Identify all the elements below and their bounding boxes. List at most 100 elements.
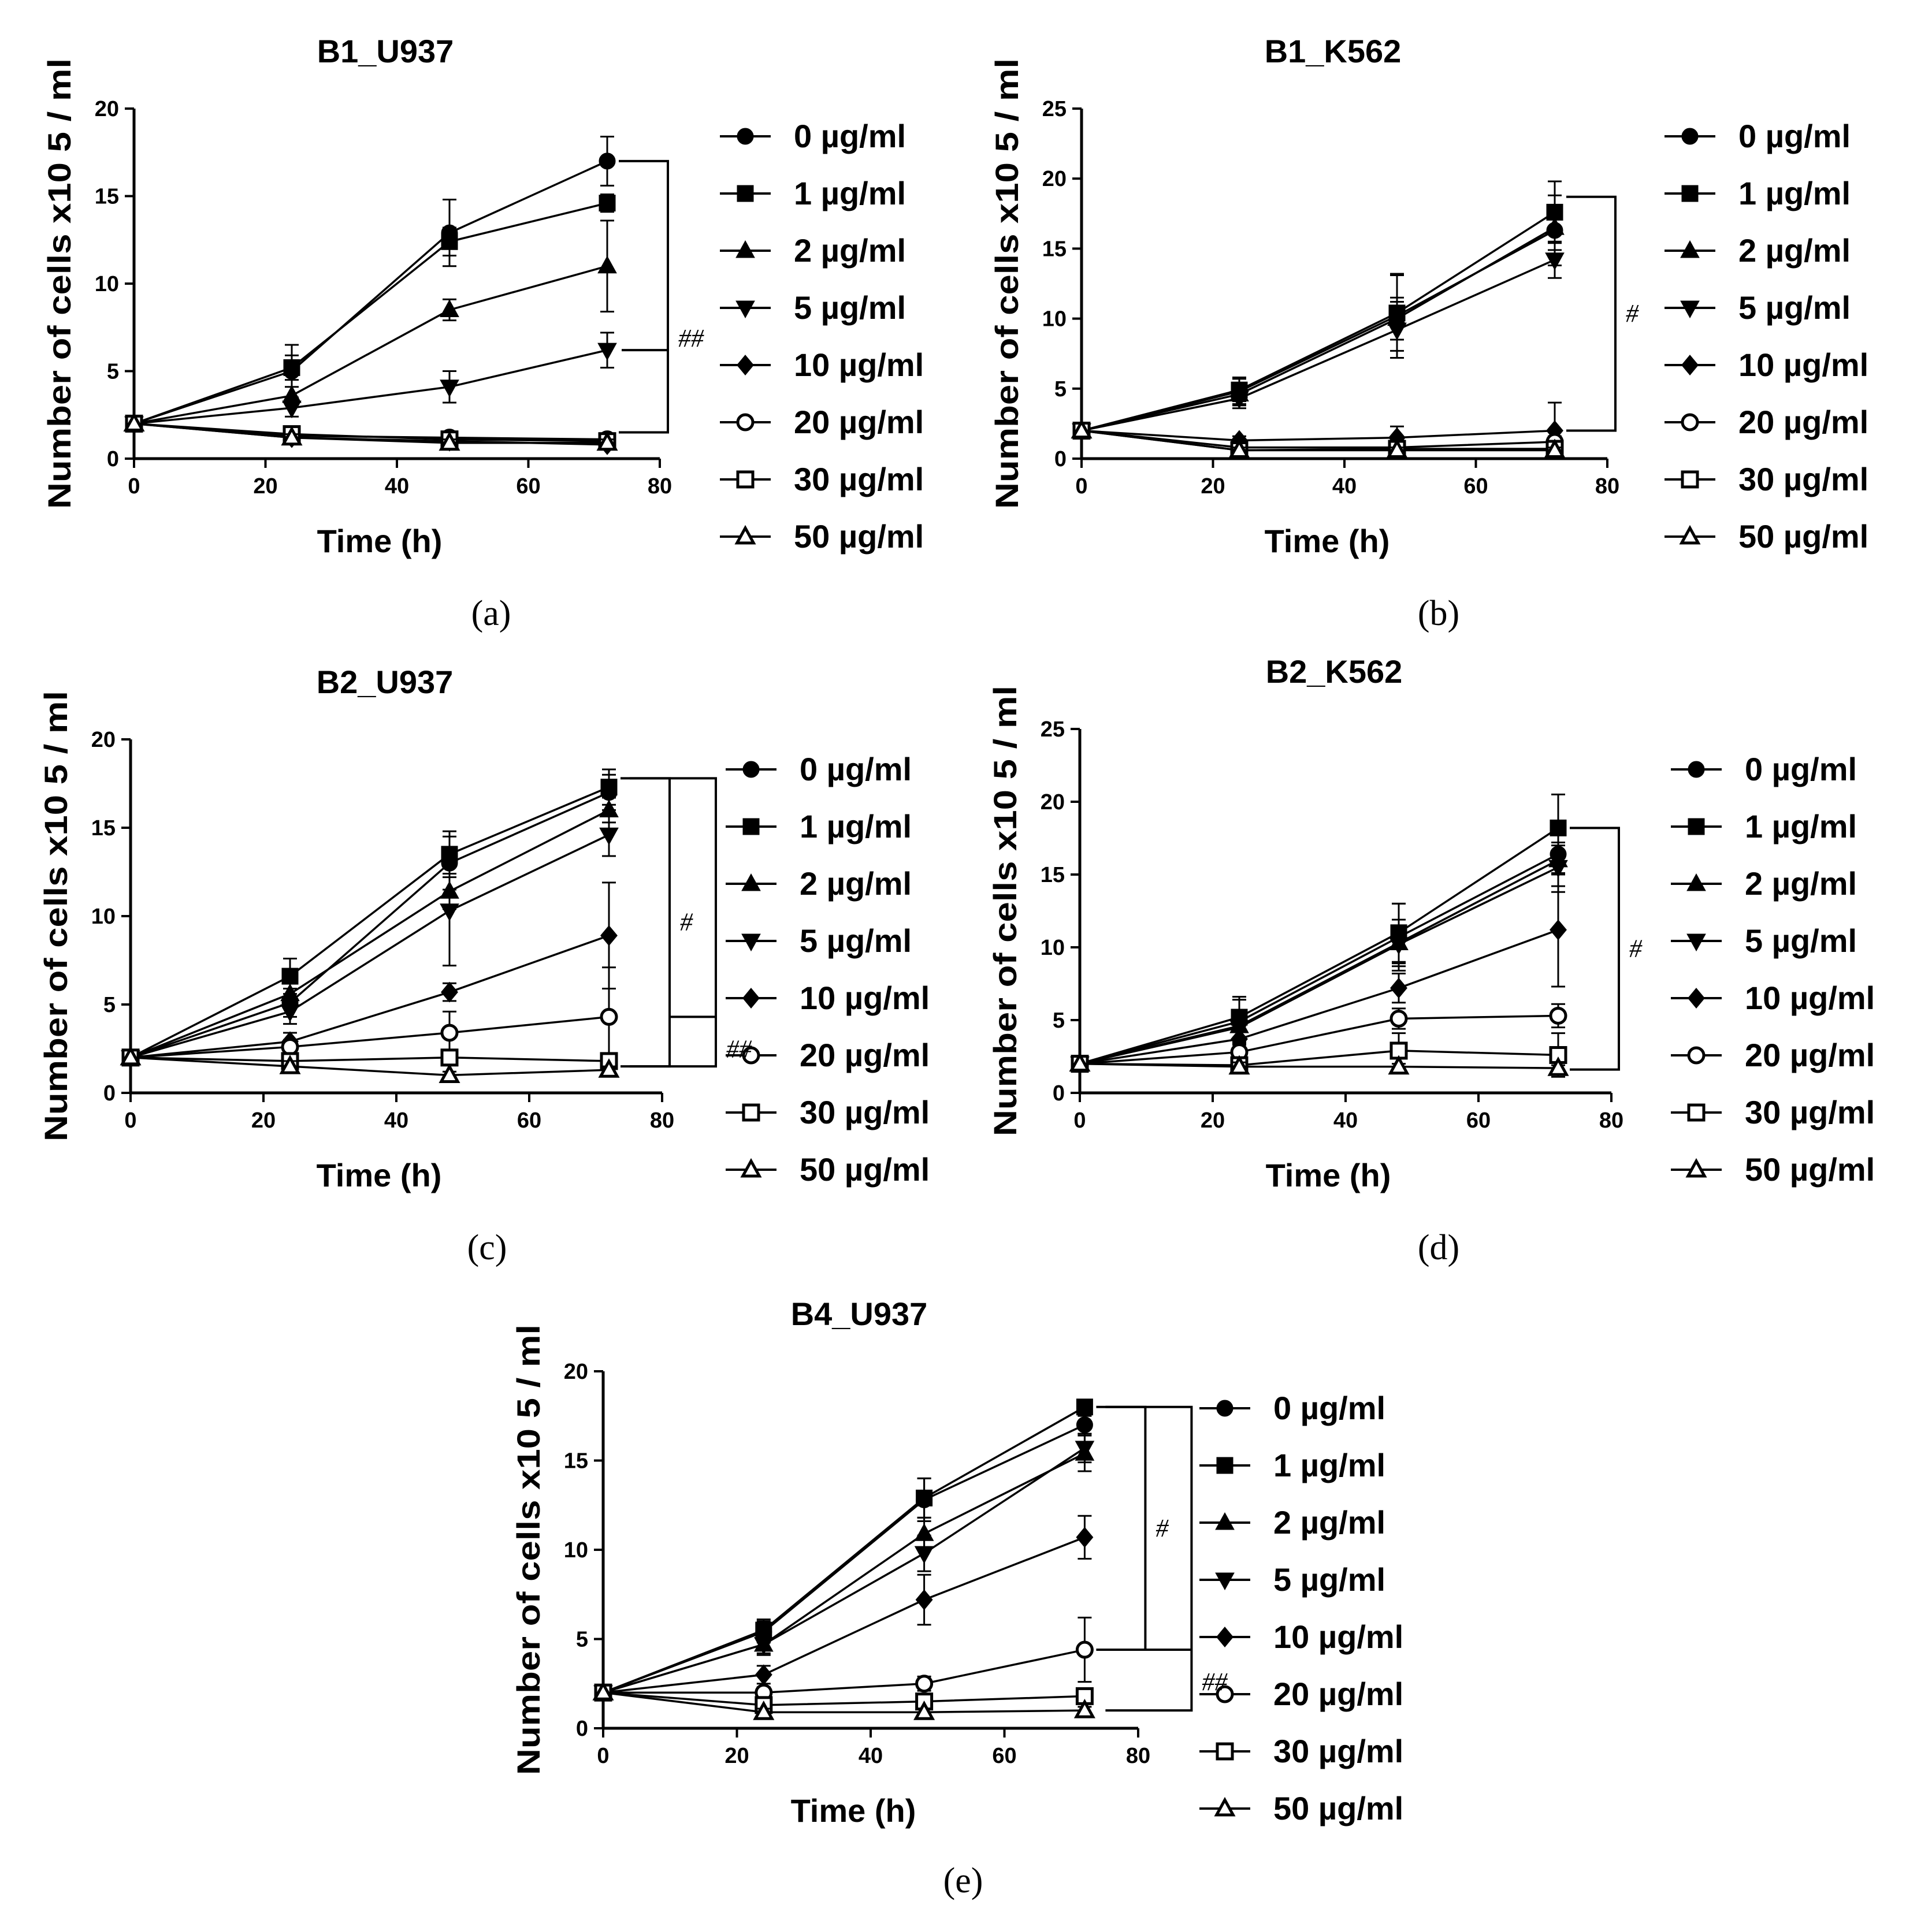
series-line	[133, 160, 608, 425]
x-tick-label: 20	[253, 474, 277, 498]
series-0-g-ml	[122, 773, 618, 1066]
x-tick-label: 60	[516, 474, 540, 498]
y-tick-label: 5	[103, 993, 116, 1017]
legend: 0 µg/ml 1 µg/ml 2 µg/ml 5 µg/ml 10 µg/ml 20 µ…	[726, 751, 930, 1188]
data-point	[596, 431, 618, 451]
series-line	[1079, 929, 1559, 1065]
data-point	[1390, 977, 1407, 999]
legend-label: 10 µg/ml	[794, 347, 924, 383]
legend-marker	[736, 470, 755, 489]
series-0-g-ml	[1071, 821, 1567, 1073]
y-tick-label: 20	[1042, 167, 1067, 191]
series-50-g-ml	[1071, 419, 1566, 459]
series-line	[133, 349, 608, 425]
x-axis-label: Time (h)	[317, 1157, 442, 1193]
significance-bracket: #	[1570, 827, 1643, 1071]
series-10-g-ml	[595, 1515, 1094, 1703]
data-point	[1075, 1640, 1094, 1659]
data-point	[597, 343, 617, 361]
series-50-g-ml	[120, 1046, 620, 1083]
series-5-g-ml	[1070, 842, 1568, 1074]
legend-marker	[734, 524, 756, 545]
legend-label: 30 µg/ml	[1273, 1733, 1403, 1769]
series-line	[1079, 1014, 1559, 1065]
series-1-g-ml	[1071, 793, 1567, 1073]
series-line	[603, 1691, 1085, 1706]
x-tick-label: 20	[1201, 474, 1225, 498]
bracket-line	[619, 159, 669, 434]
legend-marker	[1214, 1796, 1236, 1817]
series-line	[130, 786, 610, 1059]
series-50-g-ml	[592, 1681, 1095, 1720]
legend-label: 30 µg/ml	[1745, 1094, 1875, 1130]
legend-label: 50 µg/ml	[794, 518, 924, 555]
series-line	[1079, 853, 1559, 1065]
bracket-line	[1566, 195, 1617, 432]
legend: 0 µg/ml 1 µg/ml 2 µg/ml 5 µg/ml 10 µg/ml 20 µ…	[1671, 751, 1875, 1188]
series-30-g-ml	[594, 1683, 1094, 1714]
legend-marker	[737, 185, 754, 202]
legend-marker	[1686, 873, 1706, 891]
significance-bracket: ##	[1105, 1405, 1228, 1712]
legend-marker	[1681, 413, 1699, 431]
legend-marker	[1688, 988, 1705, 1009]
legend-marker	[1681, 185, 1699, 202]
series-line	[603, 1691, 1085, 1713]
panel-caption: (d)	[1418, 1228, 1459, 1267]
series-line	[1079, 866, 1559, 1065]
y-tick-label: 20	[91, 728, 116, 752]
legend-label: 1 µg/ml	[1745, 808, 1857, 844]
data-point	[913, 1701, 935, 1720]
chart-panel-a: B1_U937 0 5 10 15 20 0 20 40 60 80 Time (h) Number o…	[41, 33, 924, 633]
series-line	[1081, 259, 1555, 432]
x-axis-label: Time (h)	[1266, 1157, 1391, 1193]
significance-label: ##	[1202, 1668, 1228, 1696]
data-point	[753, 1701, 775, 1720]
chart-panel-b: B1_K562 0 5 10 15 20 25 0 20 40 60 80 Time (h) Number…	[989, 33, 1868, 633]
x-tick-label: 0	[597, 1744, 609, 1768]
legend-label: 5 µg/ml	[800, 922, 912, 959]
legend-marker	[740, 1158, 762, 1178]
legend-marker	[1681, 355, 1699, 375]
data-point	[1389, 937, 1409, 955]
data-point	[1549, 1006, 1567, 1025]
legend-marker	[1688, 761, 1705, 778]
x-tick-label: 40	[384, 1108, 408, 1133]
data-point	[600, 779, 618, 796]
y-tick-label: 5	[576, 1628, 588, 1652]
bracket-line	[1096, 1405, 1147, 1651]
legend-marker	[737, 128, 754, 145]
x-tick-label: 60	[1466, 1108, 1491, 1133]
legend-label: 5 µg/ml	[1273, 1561, 1385, 1598]
legend-marker	[1216, 1457, 1233, 1474]
data-point	[597, 255, 617, 274]
series-50-g-ml	[1069, 1052, 1569, 1076]
series-20-g-ml	[594, 1616, 1094, 1702]
data-point	[1228, 438, 1250, 459]
legend-marker	[737, 355, 754, 375]
series-line	[130, 1056, 610, 1077]
legend-label: 20 µg/ml	[794, 404, 924, 440]
significance-label: #	[1629, 935, 1643, 963]
data-point	[915, 1675, 934, 1693]
x-tick-label: 20	[724, 1744, 749, 1768]
data-point	[1545, 252, 1565, 270]
legend-marker	[741, 873, 761, 891]
data-point	[441, 981, 458, 1003]
series-line	[1081, 429, 1555, 452]
data-point	[1229, 391, 1249, 409]
series-line	[133, 422, 608, 442]
series-line	[1079, 1062, 1559, 1069]
y-tick-label: 10	[91, 905, 116, 929]
significance-label: #	[1626, 299, 1639, 328]
series-30-g-ml	[1071, 1032, 1567, 1078]
series-10-g-ml	[125, 413, 616, 455]
series-line	[130, 1056, 610, 1062]
series-line	[133, 422, 608, 446]
y-tick-label: 25	[1041, 717, 1065, 742]
panel-caption: (c)	[467, 1228, 507, 1267]
series-2-g-ml	[1072, 204, 1565, 438]
data-point	[282, 400, 302, 419]
x-axis-label: Time (h)	[317, 523, 443, 559]
series-line	[1081, 429, 1555, 449]
